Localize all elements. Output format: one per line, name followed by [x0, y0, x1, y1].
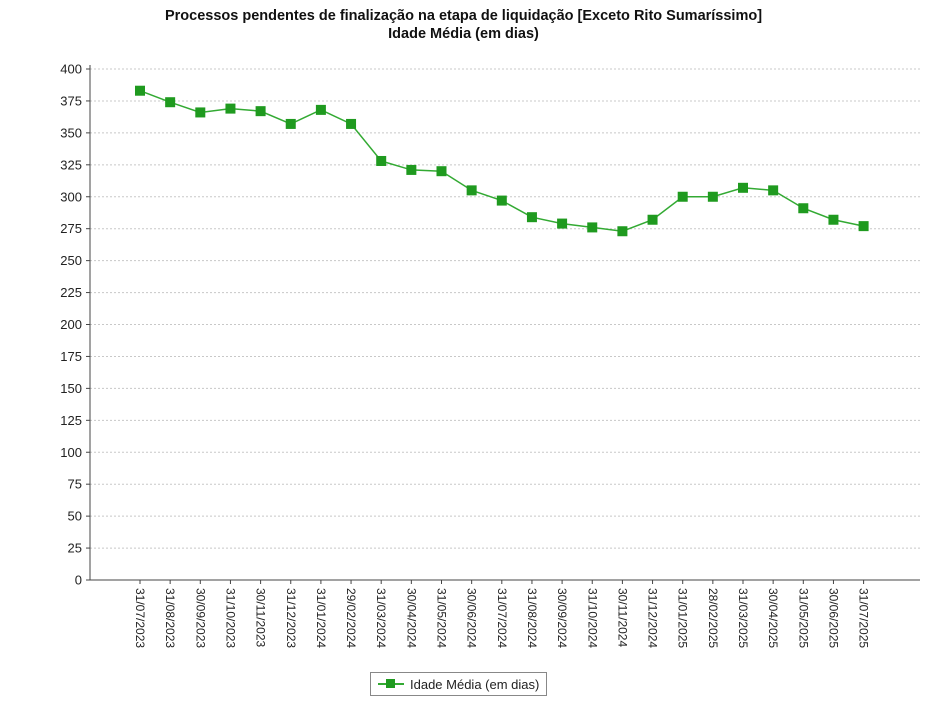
x-tick-label: 31/07/2024 — [495, 588, 509, 648]
data-point — [677, 191, 688, 202]
x-tick-label: 31/08/2024 — [525, 588, 539, 648]
series-line — [139, 90, 864, 233]
data-point — [285, 118, 296, 129]
data-point — [436, 166, 447, 177]
y-tick-label: 75 — [68, 477, 82, 492]
data-point — [195, 107, 206, 118]
y-tick-label: 275 — [60, 221, 82, 236]
x-tick-label: 30/09/2023 — [193, 588, 207, 648]
data-point — [526, 212, 537, 223]
x-tick-label: 29/02/2024 — [344, 588, 358, 648]
data-point — [738, 182, 748, 193]
data-point — [255, 106, 266, 117]
y-tick-label: 225 — [60, 285, 82, 300]
x-tick-label: 31/01/2025 — [676, 588, 690, 648]
x-tick-label: 28/02/2025 — [706, 588, 720, 648]
y-tick-label: 175 — [60, 349, 82, 364]
data-point — [617, 226, 628, 237]
y-tick-label: 400 — [60, 62, 82, 77]
data-point — [225, 103, 236, 114]
data-point — [828, 214, 839, 225]
x-tick-label: 31/03/2025 — [736, 588, 750, 648]
data-point — [647, 214, 658, 225]
legend-marker-icon — [378, 678, 404, 690]
legend-label: Idade Média (em dias) — [410, 676, 540, 692]
chart-title: Processos pendentes de finalização na et… — [164, 8, 763, 24]
y-tick-label: 25 — [68, 541, 82, 556]
data-point — [557, 218, 568, 229]
y-tick-label: 250 — [60, 253, 82, 268]
y-tick-label: 350 — [60, 125, 82, 140]
x-tick-label: 31/05/2024 — [435, 588, 449, 648]
x-tick-label: 30/09/2024 — [555, 588, 569, 648]
x-tick-label: 30/06/2024 — [465, 588, 479, 648]
x-tick-label: 31/05/2025 — [796, 588, 810, 648]
x-tick-label: 31/03/2024 — [374, 588, 388, 648]
y-tick-label: 50 — [68, 509, 82, 524]
data-point — [587, 222, 598, 233]
data-point — [315, 104, 326, 115]
data-point — [376, 155, 387, 166]
data-point — [707, 191, 718, 202]
y-tick-label: 200 — [60, 317, 82, 332]
x-tick-label: 30/11/2023 — [254, 588, 268, 647]
x-tick-label: 31/12/2024 — [646, 588, 660, 648]
y-tick-label: 375 — [60, 93, 82, 108]
y-tick-label: 0 — [75, 573, 82, 588]
x-tick-label: 31/08/2023 — [163, 588, 177, 648]
data-point — [346, 118, 357, 129]
y-tick-label: 150 — [60, 381, 82, 396]
x-tick-label: 31/01/2024 — [314, 588, 328, 648]
y-tick-label: 325 — [60, 157, 82, 172]
data-point — [768, 185, 779, 196]
x-tick-label: 31/07/2025 — [857, 588, 871, 648]
x-tick-label: 31/10/2024 — [585, 588, 599, 648]
y-tick-label: 100 — [60, 445, 82, 460]
data-point — [858, 221, 869, 232]
x-tick-label: 30/11/2024 — [615, 588, 629, 647]
x-tick-label: 31/10/2023 — [223, 588, 237, 648]
data-point — [135, 85, 145, 96]
y-tick-label: 300 — [60, 189, 82, 204]
x-tick-label: 31/12/2023 — [284, 588, 298, 648]
data-point — [466, 185, 477, 196]
x-tick-label: 30/04/2024 — [404, 588, 418, 648]
y-tick-label: 125 — [60, 413, 82, 428]
data-point — [798, 203, 809, 214]
data-point — [165, 97, 176, 108]
data-point — [496, 195, 507, 206]
chart-subtitle: Idade Média (em dias) — [388, 26, 539, 42]
data-point — [406, 164, 417, 175]
chart-legend: Idade Média (em dias) — [370, 672, 548, 696]
x-tick-label: 31/07/2023 — [133, 588, 147, 648]
x-tick-label: 30/06/2025 — [826, 588, 840, 648]
x-tick-label: 30/04/2025 — [766, 588, 780, 648]
